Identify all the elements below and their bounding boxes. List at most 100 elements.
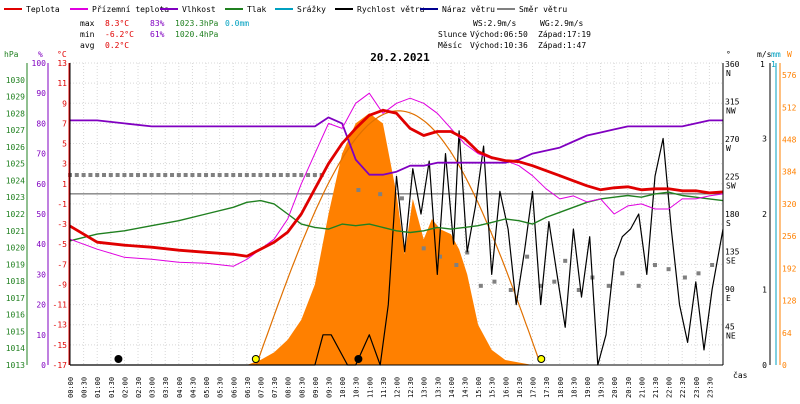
x-tick-label: 23:00 [693, 377, 701, 398]
direction-tick: 90 [725, 285, 735, 294]
solar-tick: 384 [782, 168, 797, 177]
wind-direction-dot [438, 254, 443, 259]
x-tick-label: 12:30 [407, 377, 415, 398]
legend-label: Vlhkost [182, 5, 216, 14]
temperature-tick: 7 [62, 119, 67, 128]
wind-direction-dot [238, 173, 243, 177]
wind-direction-dot [465, 250, 470, 255]
pressure-tick: 1015 [6, 327, 25, 336]
wind-direction-dot [129, 173, 134, 177]
wind-direction-dot [244, 173, 249, 177]
x-tick-label: 06:30 [244, 377, 252, 398]
series-vlhkost [70, 116, 723, 176]
pressure-tick: 1026 [6, 143, 25, 152]
solar-tick: 320 [782, 200, 797, 209]
wind-direction-dot [696, 271, 701, 276]
temperature-tick: 5 [62, 140, 67, 149]
humidity-unit: % [38, 50, 43, 59]
x-tick-label: 15:00 [475, 377, 483, 398]
temperature-tick: -1 [57, 200, 67, 209]
wind-tick: 0 [762, 361, 767, 370]
wind-direction-dot [682, 275, 687, 280]
direction-label: SW [726, 182, 736, 191]
wind-tick: 1 [762, 286, 767, 295]
wind-direction-dot [197, 173, 202, 177]
wind-direction-dot [108, 173, 113, 177]
legend-label: Srážky [297, 5, 326, 14]
series-tlak [69, 191, 724, 242]
pressure-tick: 1013 [6, 361, 25, 370]
wind-direction-dot [88, 173, 93, 177]
temperature-tick: -17 [53, 361, 68, 370]
x-tick-label: 04:30 [189, 377, 197, 398]
x-tick-label: 00:00 [67, 377, 75, 398]
pressure-tick: 1028 [6, 109, 25, 118]
x-tick-label: 02:30 [135, 377, 143, 398]
x-tick-label: 09:00 [312, 377, 320, 398]
wind-direction-dot [183, 173, 188, 177]
temperature-tick: 1 [62, 180, 67, 189]
wind-direction-dot [563, 258, 568, 263]
x-tick-label: 14:30 [462, 377, 470, 398]
humidity-tick: 40 [36, 240, 46, 249]
humidity-tick: 80 [36, 119, 46, 128]
direction-label: E [726, 294, 731, 303]
solar-tick: 448 [782, 136, 797, 145]
x-tick-label: 02:00 [121, 377, 129, 398]
x-tick-label: 18:00 [557, 377, 565, 398]
sun-label: Slunce [438, 30, 467, 39]
wind-direction-dot [224, 173, 229, 177]
x-tick-label: 03:00 [149, 377, 157, 398]
temperature-tick: 11 [57, 79, 67, 88]
x-tick-label: 01:30 [108, 377, 116, 398]
humidity-tick: 10 [36, 331, 46, 340]
legend-label: Tlak [247, 5, 266, 14]
x-tick-label: 07:30 [271, 377, 279, 398]
x-tick-label: 05:00 [203, 377, 211, 398]
wind-direction-dot [508, 288, 513, 292]
rain-unit: mm [771, 50, 781, 59]
press-min: 1020.4hPa [175, 30, 219, 39]
stats: max 8.3°C 83% 1023.3hPa 0.0mm min -6.2°C… [80, 19, 591, 50]
x-tick-label: 10:30 [353, 377, 361, 398]
solar-tick: 576 [782, 71, 797, 80]
wind-direction-dot [210, 173, 215, 177]
pressure-tick: 1024 [6, 176, 25, 185]
x-tick-label: 15:30 [489, 377, 497, 398]
pressure-tick: 1029 [6, 93, 25, 102]
wind-direction-dot [122, 173, 127, 177]
solar-tick: 64 [782, 329, 792, 338]
wind-direction-dot [636, 283, 641, 288]
wind-direction-dot [142, 173, 147, 177]
direction-label: W [726, 144, 731, 153]
temperature-tick: -15 [53, 341, 68, 350]
solar-area [246, 110, 540, 366]
hum-min: 61% [150, 30, 165, 39]
x-tick-label: 07:00 [257, 377, 265, 398]
x-tick-label: 05:30 [217, 377, 225, 398]
series-teplota [69, 108, 724, 258]
direction-label: NE [726, 332, 736, 341]
solar-unit: W [787, 50, 792, 59]
x-tick-label: 09:30 [325, 377, 333, 398]
pressure-tick: 1019 [6, 260, 25, 269]
pressure-tick: 1023 [6, 193, 25, 202]
rain-top-tick: 1 [771, 60, 776, 69]
wind-direction-dot [299, 173, 304, 177]
legend-label: Přízemní teplota [92, 5, 169, 14]
direction-tick: 225 [725, 173, 740, 182]
wind-direction-dot [176, 173, 181, 177]
temperature-tick: 3 [62, 160, 67, 169]
axes: hPa% °C1013101410151016101710181019102010… [4, 50, 797, 398]
wind-direction-dot [102, 173, 107, 177]
wind-direction-dot [278, 173, 283, 177]
temperature-unit: °C [57, 50, 67, 59]
wind-direction-dot [272, 173, 277, 177]
humidity-tick: 70 [36, 150, 46, 159]
series-lines [68, 92, 724, 366]
wind-direction-dot [81, 173, 86, 177]
direction-label: NW [726, 107, 736, 116]
pressure-tick: 1020 [6, 244, 25, 253]
sunset-marker [537, 355, 546, 363]
